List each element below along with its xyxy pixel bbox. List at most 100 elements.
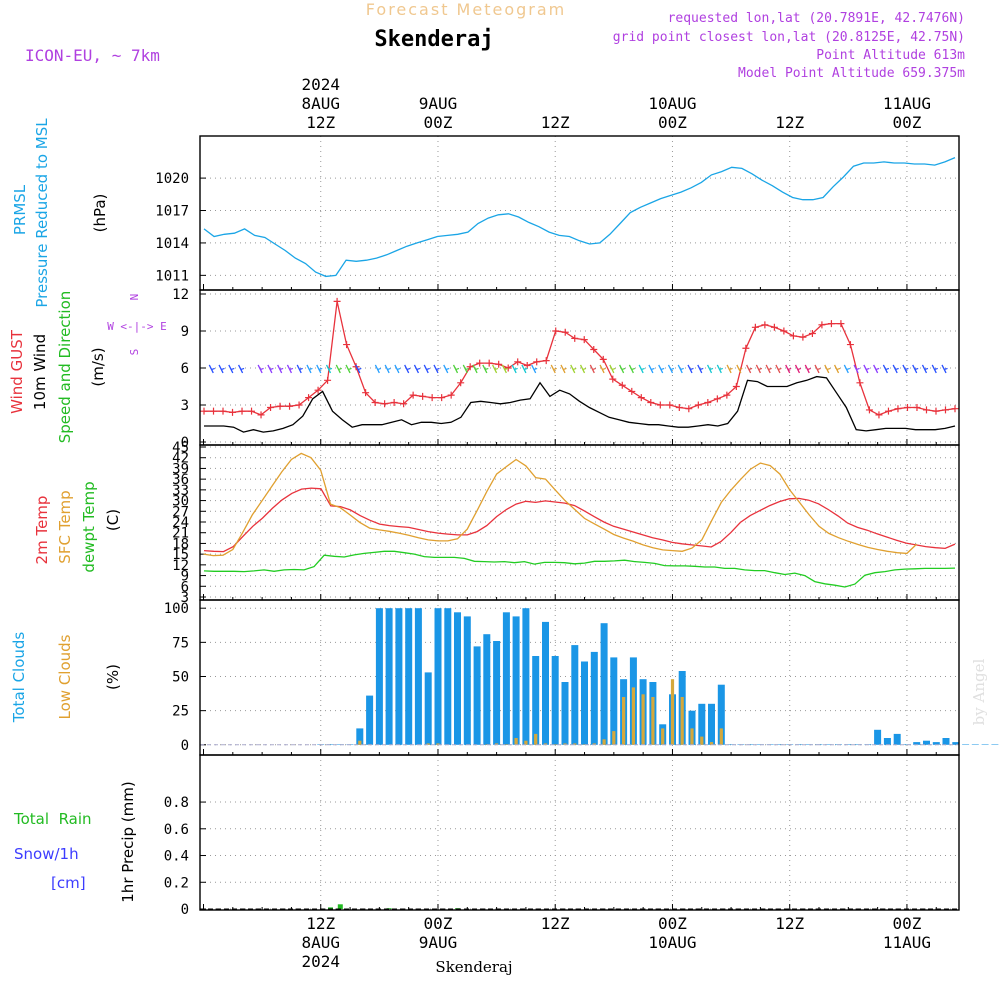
clouds-total-clouds-bar (893, 733, 901, 745)
wind-barb (316, 364, 323, 374)
clouds-total-clouds-bar (463, 616, 471, 745)
wind-barb (374, 364, 382, 374)
gust-marker (305, 394, 313, 402)
clouds-total-clouds-bar (844, 744, 852, 745)
compass-n: N (128, 294, 141, 301)
clouds-low-clouds-bar (563, 743, 567, 745)
clouds-low-clouds-bar (582, 744, 587, 745)
wind-barb (433, 364, 440, 374)
grid-coords: grid point closest lon,lat (20.8125E, 42… (613, 30, 965, 45)
clouds-total-clouds-bar (473, 646, 481, 745)
gust-marker (495, 360, 503, 368)
precip-ytick-label: 0.2 (164, 875, 189, 891)
clouds-low-clouds-bar (485, 744, 489, 745)
gust-marker (694, 401, 702, 409)
total-clouds-label: Total Clouds (10, 632, 28, 724)
wind-barb (277, 364, 284, 374)
temperature-ytick-label: 45 (172, 440, 189, 456)
wind-barb (208, 364, 215, 374)
temperature-ytick-label: 36 (172, 472, 189, 488)
gust-marker (723, 391, 731, 399)
wind-panel: 0 3 6 9 12 (172, 287, 960, 451)
gust-marker (295, 401, 303, 409)
bottom-time-label: 12Z (306, 914, 335, 933)
clouds-low-clouds-bar (661, 728, 665, 745)
temperature-ytick-label: 21 (172, 526, 189, 542)
clouds-low-clouds-bar (631, 687, 635, 745)
wind-barb (228, 364, 235, 374)
top-time-label: 00Z (658, 113, 687, 132)
wind-barb (824, 364, 831, 374)
clouds-total-clouds-bar (776, 744, 784, 745)
gust-marker (381, 400, 389, 408)
wind-barb (619, 364, 626, 374)
top-time-label: 12Z (775, 113, 804, 132)
wind-barb (775, 364, 782, 374)
temperature-2m-temp-line (203, 487, 956, 553)
wind-barb (921, 364, 929, 374)
clouds-total-clouds-bar (932, 742, 940, 745)
clouds-total-clouds-bar (698, 703, 706, 745)
clouds-total-clouds-bar (571, 645, 579, 745)
gust-marker (571, 334, 579, 342)
wind-barb (873, 364, 880, 374)
wind-barb (482, 364, 489, 374)
gust-marker (314, 386, 322, 394)
gust-marker (799, 333, 807, 341)
clouds-low-clouds-bar (680, 697, 684, 745)
clouds-ytick-label: 100 (164, 601, 189, 617)
temperature-ytick-label: 30 (172, 494, 189, 510)
wind-barb (677, 364, 684, 374)
wind-dir-label: Speed and Direction (56, 291, 74, 444)
gust-marker (229, 408, 237, 416)
sfc-temp-label: SFC Temp (56, 490, 74, 563)
temperature-ytick-label: 12 (172, 558, 189, 574)
gust-marker (628, 387, 636, 395)
wind-barb (882, 364, 890, 374)
clouds-low-clouds-bar (514, 738, 518, 745)
clouds-total-clouds-bar (327, 744, 334, 745)
bottom-time-label: 11AUG (883, 933, 931, 952)
precip-ytick-label: 0 (181, 902, 189, 918)
wind-barb (697, 364, 704, 374)
wind-barb (931, 364, 938, 374)
gust-marker (561, 328, 569, 336)
wind-barb (501, 364, 509, 374)
gust-marker (466, 363, 474, 371)
gust-marker (884, 407, 892, 415)
clouds-low-clouds-bar (495, 743, 499, 745)
wind-barb (794, 364, 802, 374)
gust-marker (514, 358, 522, 366)
pressure-unit: (hPa) (91, 194, 109, 233)
clouds-total-clouds-bar (981, 744, 989, 745)
wind-barb (237, 364, 245, 374)
clouds-total-clouds-bar (424, 672, 432, 745)
wind-barb (785, 364, 792, 374)
clouds-low-clouds-bar (543, 743, 548, 745)
clouds-low-clouds-bar (553, 744, 557, 745)
clouds-low-clouds-bar (651, 697, 655, 745)
temperature-ytick-label: 3 (181, 590, 189, 606)
model-label: ICON-EU, ~ 7km (25, 46, 160, 65)
gust-marker (837, 320, 845, 328)
pressure-panel: 1011 1014 1017 1020 (155, 135, 960, 291)
wind-barb (658, 364, 665, 374)
clouds-ytick-label: 25 (172, 704, 189, 720)
location-title: Skenderaj (374, 27, 493, 52)
gust-marker (913, 403, 921, 411)
gust-marker (371, 399, 379, 407)
clouds-total-clouds-bar (444, 608, 452, 745)
clouds-total-clouds-bar (600, 623, 608, 745)
watermark: by Angel (970, 658, 988, 725)
wind-barb (511, 364, 518, 374)
top-time-label: 2024 (301, 75, 340, 94)
wind-barb (462, 364, 469, 374)
wind-barb (325, 364, 333, 374)
clouds-low-clouds-bar (534, 733, 538, 745)
wind-barb (267, 364, 274, 374)
clouds-low-clouds-bar (670, 679, 675, 745)
wind-barb (765, 364, 772, 374)
gust-marker (580, 336, 588, 344)
gust-marker (780, 327, 788, 335)
